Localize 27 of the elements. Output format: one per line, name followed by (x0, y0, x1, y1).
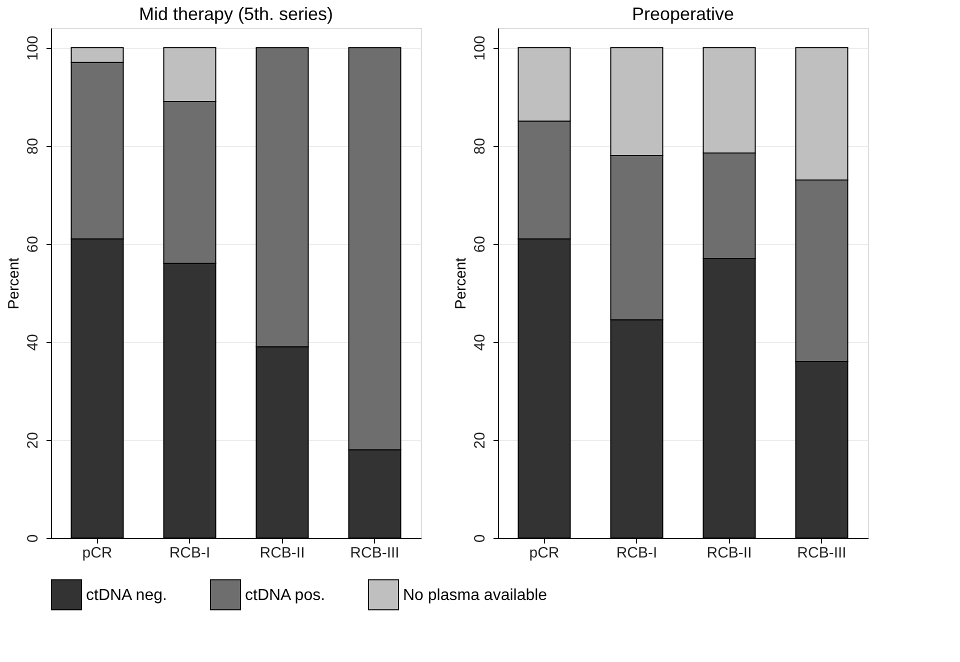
chart-title: Mid therapy (5th. series) (138, 4, 334, 24)
x-tick-label: pCR (529, 544, 560, 562)
y-tick-label: 40 (472, 334, 488, 351)
y-tick-label: 20 (24, 432, 42, 449)
y-axis-title: Percent (6, 256, 22, 310)
x-tick-label: RCB-II (260, 544, 305, 562)
y-tick-label: 0 (24, 534, 42, 543)
y-tick-label: 60 (24, 236, 42, 253)
x-tick-label: RCB-I (616, 544, 658, 562)
y-axis-title: Percent (452, 256, 470, 310)
x-tick-label: RCB-II (706, 544, 752, 562)
legend-label: ctDNA neg. (86, 586, 167, 604)
y-tick-label: 40 (24, 334, 42, 351)
x-tick-label: RCB-III (350, 544, 400, 562)
y-tick-label: 80 (24, 138, 42, 155)
y-tick-label: 60 (472, 236, 488, 253)
y-tick-label: 0 (472, 534, 488, 543)
legend-label: No plasma available (403, 586, 548, 604)
x-tick-label: RCB-I (169, 544, 210, 562)
x-tick-label: pCR (82, 544, 112, 562)
x-tick-label: RCB-III (797, 544, 846, 562)
legend-label: ctDNA pos. (245, 586, 326, 604)
chart-title: Preoperative (632, 4, 734, 24)
y-tick-label: 80 (472, 138, 488, 155)
y-tick-label: 100 (472, 36, 488, 61)
y-tick-label: 100 (24, 36, 42, 61)
y-tick-label: 20 (472, 432, 488, 449)
